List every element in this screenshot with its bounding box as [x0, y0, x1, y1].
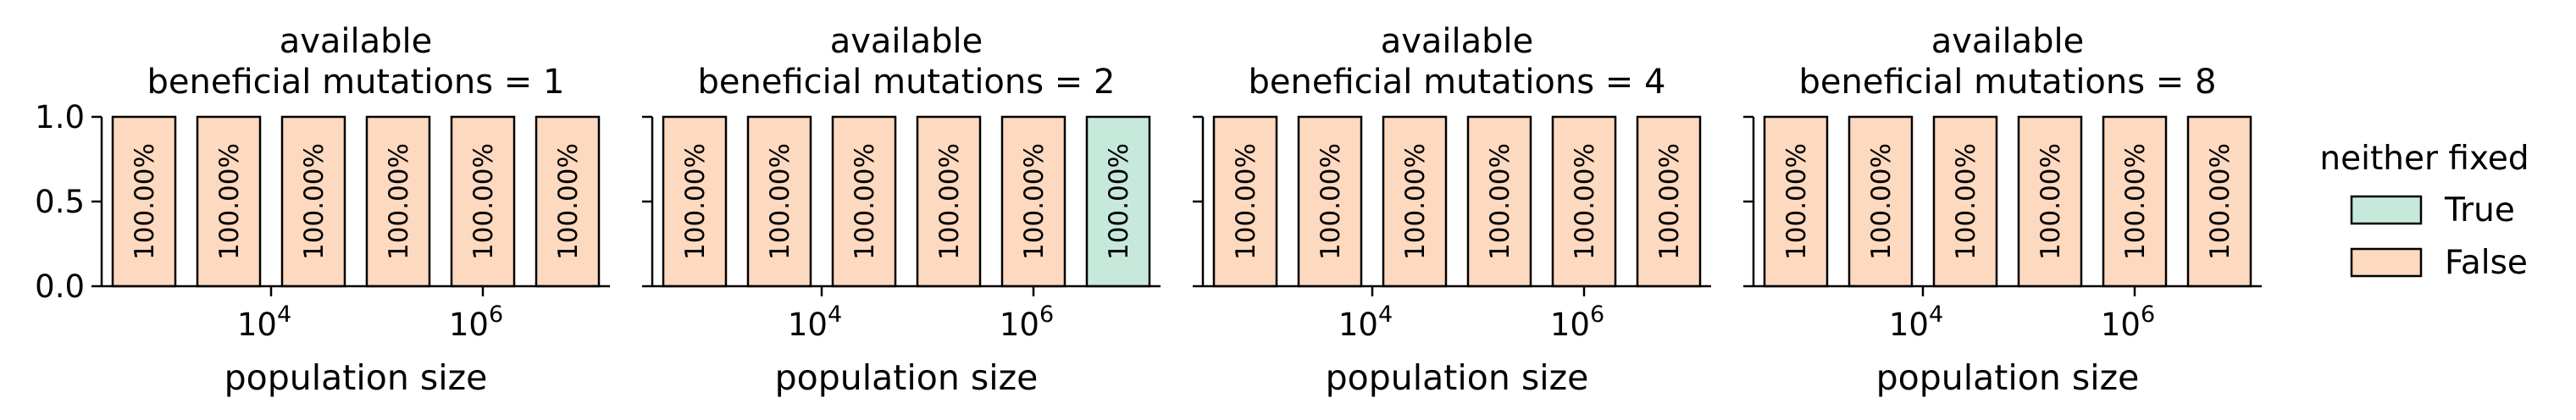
panel-title-line1: available — [280, 22, 433, 61]
panel-title-line2: beneficial mutations = 8 — [1799, 63, 2217, 102]
y-tick-label: 0.5 — [35, 184, 85, 220]
x-tick-label: 106 — [1000, 301, 1054, 343]
panel-title-line2: beneficial mutations = 4 — [1249, 63, 1666, 102]
bar-label: 100.00% — [468, 143, 499, 260]
bar-label: 100.00% — [1781, 143, 1812, 260]
bar-label: 100.00% — [384, 143, 414, 260]
x-tick-label: 104 — [237, 301, 291, 343]
bar — [1085, 115, 1151, 288]
panel-title-line2: beneficial mutations = 2 — [698, 63, 1116, 102]
bar-label: 100.00% — [1231, 143, 1261, 260]
bar-label: 100.00% — [130, 143, 160, 260]
x-tick-label: 106 — [2101, 301, 2155, 343]
x-axis-label: population size — [224, 357, 488, 398]
bar — [1466, 115, 1532, 288]
legend-swatch — [2350, 247, 2423, 278]
x-tick-label: 106 — [1550, 301, 1604, 343]
bar — [365, 115, 431, 288]
legend-title: neither fixed — [2319, 140, 2529, 178]
x-axis-label: population size — [775, 357, 1039, 398]
bar-label: 100.00% — [2036, 143, 2066, 260]
bar — [662, 115, 728, 288]
x-tick-label: 104 — [1338, 301, 1393, 343]
x-tick-label: 106 — [449, 301, 503, 343]
bar-label: 100.00% — [2205, 143, 2235, 260]
panel-title-line2: beneficial mutations = 1 — [147, 63, 565, 102]
bar — [2017, 115, 2083, 288]
bar — [746, 115, 812, 288]
bar-label: 100.00% — [1866, 143, 1897, 260]
bar — [535, 115, 601, 288]
bar-label: 100.00% — [1654, 143, 1685, 260]
x-tick-label: 104 — [1889, 301, 1943, 343]
bar — [1000, 115, 1066, 288]
bar-label: 100.00% — [934, 143, 965, 260]
bar-label: 100.00% — [214, 143, 245, 260]
bar-label: 100.00% — [1104, 143, 1134, 260]
bar-label: 100.00% — [1951, 143, 1981, 260]
legend-label: False — [2445, 244, 2528, 282]
bar — [2102, 115, 2168, 288]
bar — [111, 115, 177, 288]
panel-title-line1: available — [1931, 22, 2085, 61]
bar-label: 100.00% — [1019, 143, 1050, 260]
bar-label: 100.00% — [680, 143, 711, 260]
legend: neither fixed True False — [2319, 140, 2529, 282]
bar — [1848, 115, 1914, 288]
bar-label: 100.00% — [299, 143, 330, 260]
bar — [196, 115, 262, 288]
bar — [1382, 115, 1448, 288]
y-tick-label: 1.0 — [35, 99, 85, 135]
bar-label: 100.00% — [765, 143, 795, 260]
bar-label: 100.00% — [553, 143, 584, 260]
bar-label: 100.00% — [1570, 143, 1600, 260]
bar-label: 100.00% — [1400, 143, 1431, 260]
panel-title-line1: available — [830, 22, 983, 61]
legend-label: True — [2444, 191, 2515, 229]
bar — [2186, 115, 2252, 288]
x-axis-label: population size — [1876, 357, 2140, 398]
x-axis-label: population size — [1326, 357, 1589, 398]
bar-label: 100.00% — [1316, 143, 1346, 260]
bar — [916, 115, 982, 288]
y-tick-label: 0.0 — [35, 268, 85, 305]
bar-label: 100.00% — [1485, 143, 1515, 260]
bar-label: 100.00% — [2120, 143, 2151, 260]
legend-swatch — [2350, 195, 2423, 225]
panel-title-line1: available — [1381, 22, 1534, 61]
bar-label: 100.00% — [850, 143, 880, 260]
x-tick-label: 104 — [788, 301, 842, 343]
